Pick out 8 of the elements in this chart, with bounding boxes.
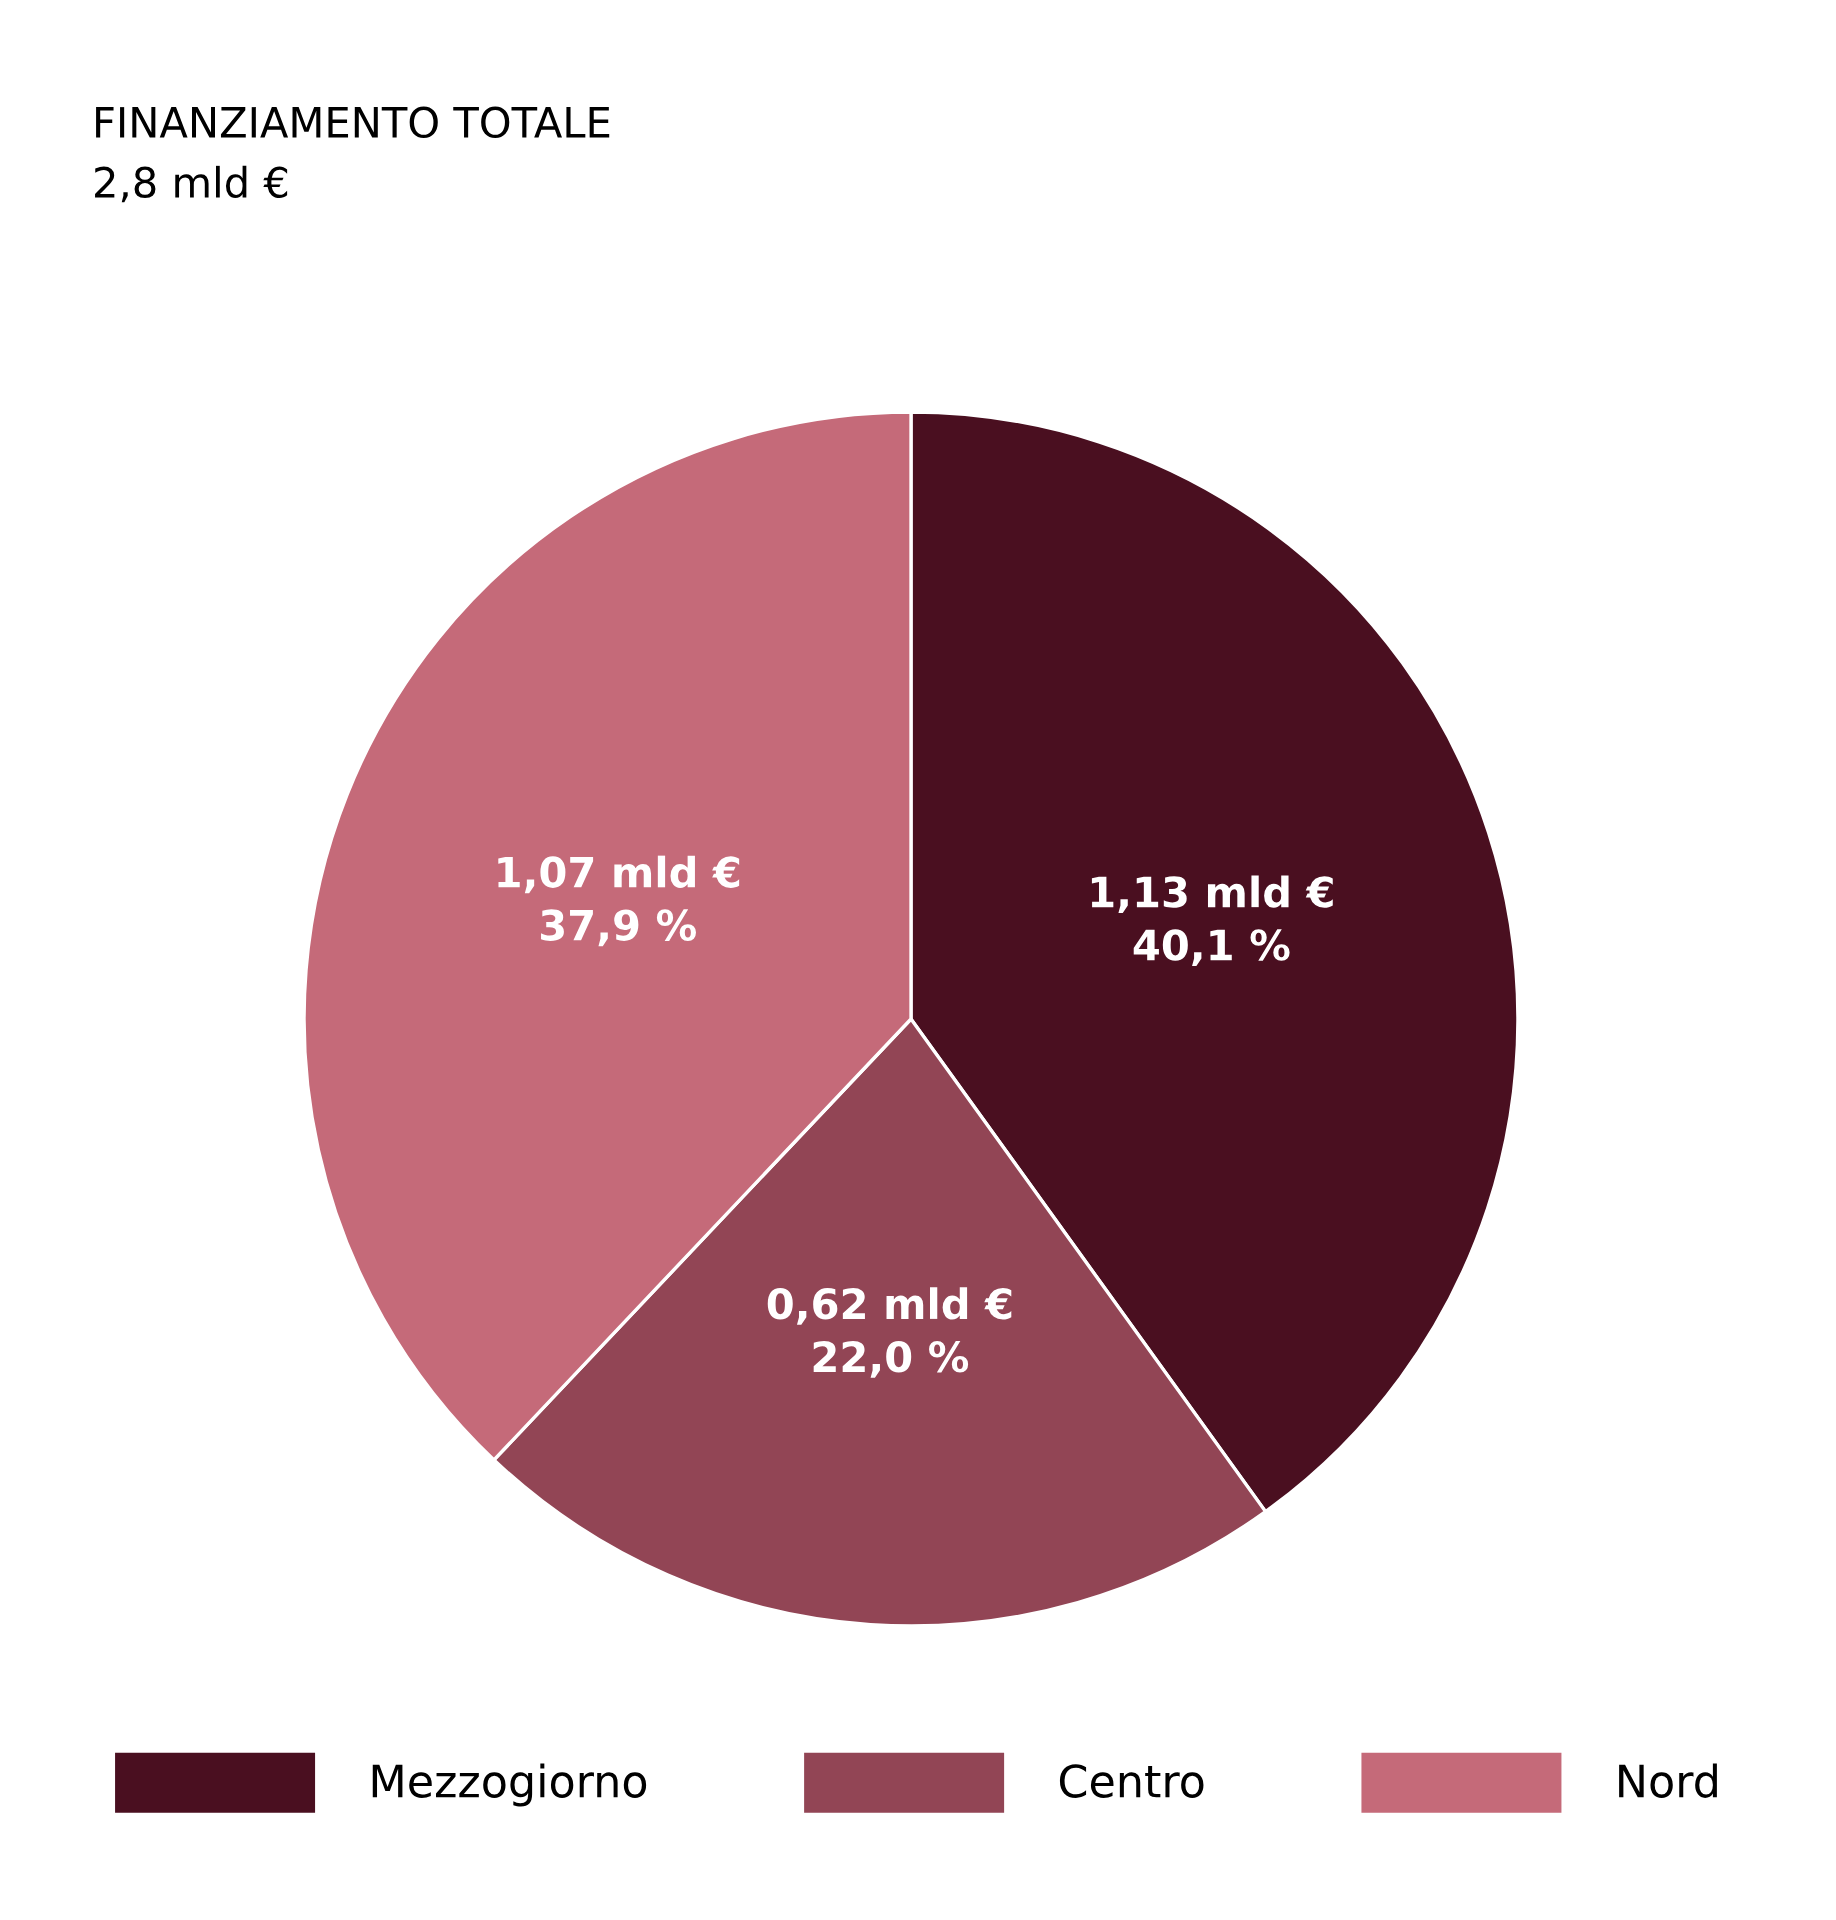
legend-label: Centro	[1059, 1764, 1204, 1798]
chart-title: FINANZIAMENTO TOTALE	[96, 106, 610, 139]
data-label: 1,13 mld € 40,1 %	[1091, 875, 1333, 967]
legend-label: Mezzogiorno	[372, 1763, 647, 1807]
data-label: 0,62 mld € 22,0 %	[767, 1287, 1012, 1378]
chart-subtitle: 2,8 mld €	[95, 165, 288, 203]
legend-label: Nord	[1619, 1763, 1717, 1798]
data-label: 1,07 mld € 37,9 %	[498, 855, 740, 947]
